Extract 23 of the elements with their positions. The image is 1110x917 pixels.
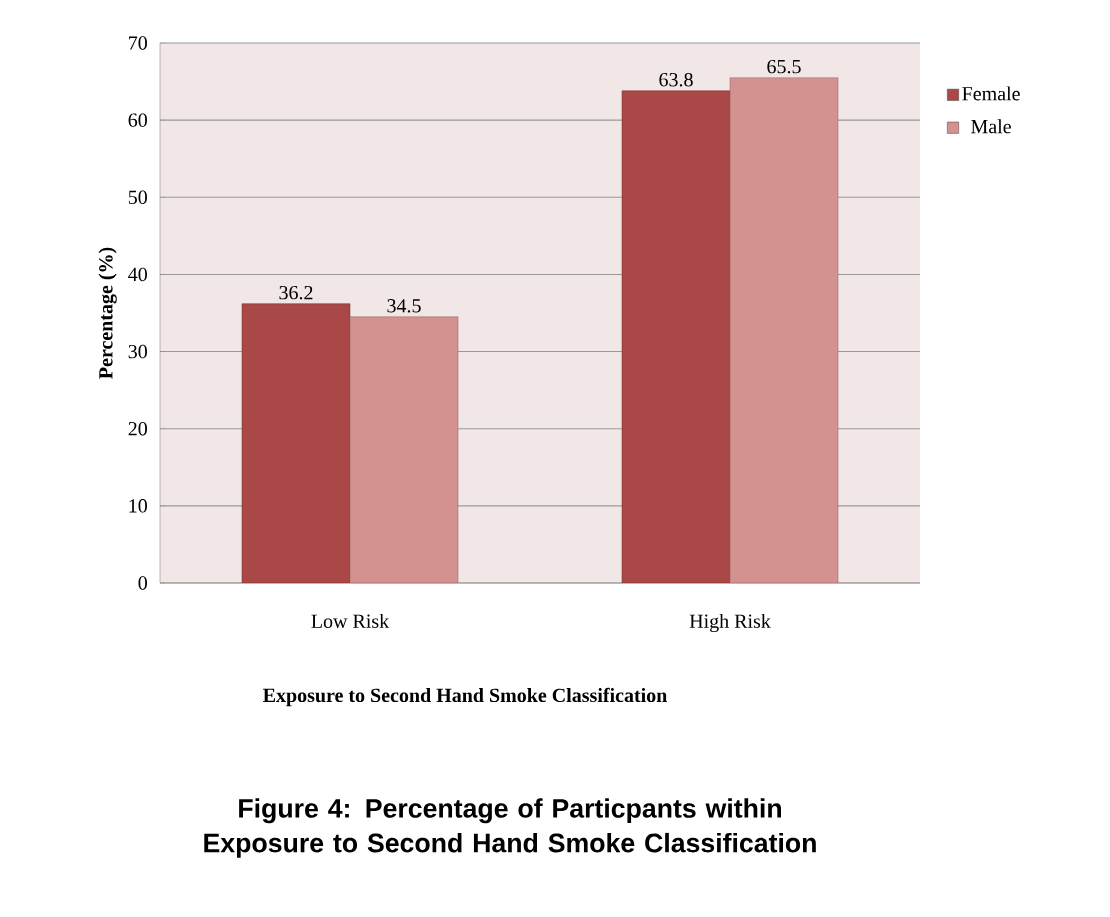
y-tick-label: 40 <box>128 267 147 282</box>
text: Figure 4: Percentage of Particpants within Exposure to Second Hand Smoke Classification <box>204 798 816 858</box>
data-label: 36.2 <box>279 285 313 300</box>
legend-label: Male <box>971 119 1011 134</box>
y-tick-label: 0 <box>138 576 147 590</box>
x-tick-label: High Risk <box>689 613 771 633</box>
x-tick-label: Low Risk <box>311 613 390 628</box>
legend-label: Female <box>962 86 1020 101</box>
bar <box>241 303 351 583</box>
y-tick-label: 70 <box>129 36 147 50</box>
y-tick-label: 30 <box>128 344 147 359</box>
bar <box>621 90 731 583</box>
y-tick-label: 20 <box>128 421 147 436</box>
data-label: 63.8 <box>659 72 693 87</box>
bar <box>349 316 459 583</box>
y-axis-title: Percentage (%) <box>98 247 117 379</box>
data-label: 34.5 <box>387 299 421 313</box>
bar <box>729 77 839 583</box>
y-tick-label: 60 <box>128 113 147 127</box>
y-tick-label: 10 <box>129 499 147 513</box>
data-label: 65.5 <box>767 59 801 74</box>
x-axis-title: Exposure to Second Hand Smoke Classification <box>263 687 668 707</box>
y-tick-label: 50 <box>128 190 147 205</box>
